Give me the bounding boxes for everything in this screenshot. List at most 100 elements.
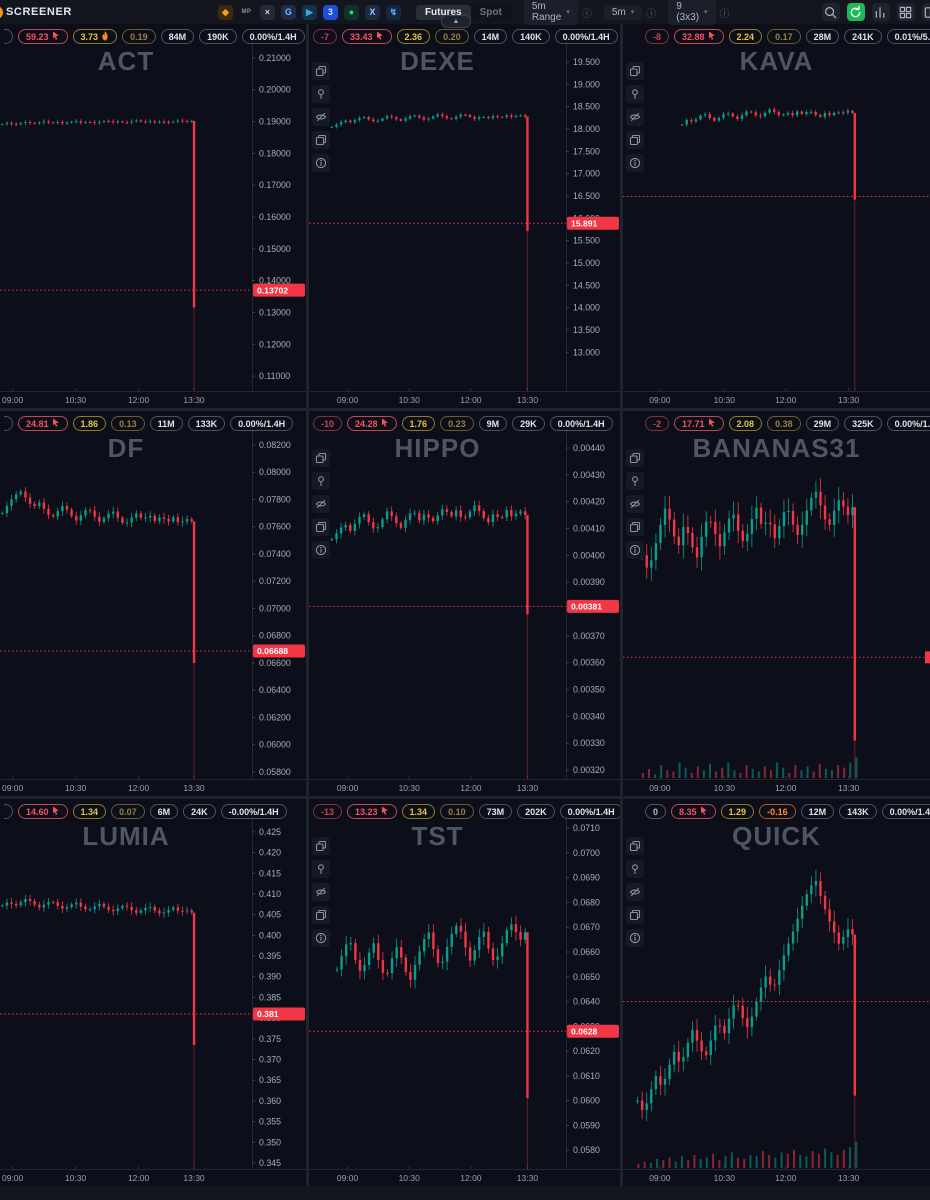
y-axis-label: 0.0640 bbox=[573, 997, 600, 1007]
interval-info-icon[interactable]: ⓘ bbox=[646, 8, 657, 20]
time-label: 12:00 bbox=[775, 1173, 797, 1183]
y-axis-label: 14.500 bbox=[573, 280, 600, 290]
stat-badge: 0.01%/5.4H bbox=[886, 29, 930, 44]
hide-icon[interactable] bbox=[312, 883, 330, 901]
info-icon[interactable] bbox=[312, 541, 330, 559]
telegram-icon[interactable]: ▶ bbox=[301, 4, 317, 20]
time-label: 09:00 bbox=[1, 395, 24, 405]
clone-icon[interactable] bbox=[626, 518, 644, 536]
stat-badge: 2.36 bbox=[396, 29, 431, 44]
layout-select[interactable]: 9 (3x3) ▾ bbox=[668, 0, 716, 25]
hide-icon[interactable] bbox=[626, 108, 644, 126]
copy-icon[interactable] bbox=[312, 449, 330, 467]
interval-select[interactable]: 5m ▾ bbox=[603, 4, 643, 20]
chart-icon[interactable] bbox=[871, 3, 890, 21]
time-axis[interactable]: 09:00 10:30 12:00 13:30 bbox=[623, 1170, 930, 1186]
search-icon[interactable] bbox=[821, 3, 840, 21]
refresh-icon[interactable] bbox=[846, 3, 865, 21]
y-axis-label: 0.00320 bbox=[573, 765, 605, 775]
x-app-icon[interactable]: × bbox=[259, 4, 275, 20]
y-axis-label: 0.05800 bbox=[259, 767, 291, 777]
copy-icon[interactable] bbox=[626, 837, 644, 855]
copy-icon[interactable] bbox=[312, 62, 330, 80]
pin-icon[interactable] bbox=[312, 860, 330, 878]
green-dot-icon[interactable]: ● bbox=[343, 4, 359, 20]
pin-icon[interactable] bbox=[312, 472, 330, 490]
time-axis[interactable]: 09:00 10:30 12:00 13:30 bbox=[0, 780, 306, 796]
price-chart-quick[interactable] bbox=[623, 817, 930, 1170]
panels-icon[interactable] bbox=[921, 3, 930, 21]
layout-info-icon[interactable]: ⓘ bbox=[719, 8, 730, 20]
info-icon[interactable] bbox=[626, 154, 644, 172]
stat-badge: 1.86 bbox=[72, 416, 107, 431]
clone-icon[interactable] bbox=[312, 906, 330, 924]
mp-label[interactable]: MP bbox=[241, 9, 252, 15]
price-chart-df[interactable]: 0.08200 0.08000 0.07800 0.07600 0.07400 0.072… bbox=[0, 429, 306, 780]
price-chart-lumia[interactable]: 0.425 0.420 0.415 0.410 0.405 0.400 0.395 0.390… bbox=[0, 817, 306, 1170]
clone-icon[interactable] bbox=[312, 518, 330, 536]
price-chart-hippo[interactable]: 0.00440 0.00430 0.00420 0.00410 0.00400 0.003… bbox=[309, 429, 620, 780]
pin-icon[interactable] bbox=[312, 85, 330, 103]
clone-icon[interactable] bbox=[626, 906, 644, 924]
info-icon[interactable] bbox=[626, 929, 644, 947]
gold-coin-icon[interactable]: ◆ bbox=[217, 4, 233, 20]
price-chart-tst[interactable]: 0.0710 0.0700 0.0690 0.0680 0.0670 0.0660 0.06… bbox=[309, 817, 620, 1170]
y-axis-label: 0.11000 bbox=[259, 371, 290, 381]
info-icon[interactable] bbox=[312, 929, 330, 947]
y-axis-label: 0.14000 bbox=[259, 276, 291, 286]
pin-icon[interactable] bbox=[626, 85, 644, 103]
y-axis-label: 0.370 bbox=[259, 1055, 281, 1065]
y-axis-label: 0.06400 bbox=[259, 685, 291, 695]
chevron-down-icon: ▾ bbox=[704, 9, 708, 16]
range-select-value: 5m Range bbox=[531, 1, 562, 23]
time-axis[interactable]: 09:00 10:30 12:00 13:30 bbox=[0, 1170, 306, 1186]
stat-badge: 28M bbox=[805, 29, 840, 44]
time-axis[interactable]: 09:00 10:30 12:00 13:30 bbox=[309, 392, 620, 408]
price-chart-act[interactable]: 0.21000 0.20000 0.19000 0.18000 0.17000 0.160… bbox=[0, 42, 306, 392]
cursor-icon bbox=[708, 418, 716, 429]
time-label: 09:00 bbox=[336, 395, 359, 405]
chart-grid: 59.23 3.73 0.19 84M 190K 0.00%/1.4H ACT 0.21000… bbox=[0, 24, 930, 1186]
hide-icon[interactable] bbox=[312, 495, 330, 513]
clone-icon[interactable] bbox=[312, 131, 330, 149]
time-axis[interactable]: 09:00 10:30 12:00 13:30 bbox=[309, 1170, 620, 1186]
y-axis-label: 0.350 bbox=[259, 1137, 281, 1147]
pin-icon[interactable] bbox=[626, 860, 644, 878]
price-chart-dexe[interactable]: 19.500 19.000 18.500 18.000 17.500 17.000 16.5… bbox=[309, 42, 620, 392]
pane-tools bbox=[312, 62, 330, 172]
clone-icon[interactable] bbox=[626, 131, 644, 149]
x-social-icon[interactable]: X bbox=[364, 4, 380, 20]
price-chart-kava[interactable] bbox=[623, 42, 930, 392]
time-axis[interactable]: 09:00 10:30 12:00 13:30 bbox=[0, 392, 306, 408]
stat-badge: 6M bbox=[149, 804, 179, 819]
time-axis[interactable]: 09:00 10:30 12:00 13:30 bbox=[623, 392, 930, 408]
stat-badge: 1.34 bbox=[72, 804, 107, 819]
collapse-toolbar-handle[interactable]: ▲ bbox=[441, 15, 471, 28]
bolt-icon[interactable]: ↯ bbox=[385, 4, 401, 20]
info-icon[interactable] bbox=[626, 541, 644, 559]
hide-icon[interactable] bbox=[626, 883, 644, 901]
stat-badge: -0.00%/1.4H bbox=[220, 804, 287, 819]
price-chart-bananas31[interactable] bbox=[623, 429, 930, 780]
grid-icon[interactable] bbox=[896, 3, 915, 21]
interval-select-value: 5m bbox=[611, 6, 626, 18]
y-axis-label: 0.0680 bbox=[573, 897, 600, 907]
range-info-icon[interactable]: ⓘ bbox=[581, 8, 592, 20]
y-axis-label: 0.410 bbox=[259, 889, 281, 899]
stat-badge: 140K bbox=[512, 29, 550, 44]
blue-3-icon[interactable]: 3 bbox=[322, 4, 338, 20]
time-axis[interactable]: 09:00 10:30 12:00 13:30 bbox=[309, 780, 620, 796]
google-icon[interactable]: G bbox=[280, 4, 296, 20]
copy-icon[interactable] bbox=[312, 837, 330, 855]
time-axis[interactable]: 09:00 10:30 12:00 13:30 bbox=[623, 780, 930, 796]
pin-icon[interactable] bbox=[626, 472, 644, 490]
copy-icon[interactable] bbox=[626, 62, 644, 80]
copy-icon[interactable] bbox=[626, 449, 644, 467]
time-label: 09:00 bbox=[336, 783, 359, 793]
stat-badge: 3.73 bbox=[72, 29, 118, 44]
hide-icon[interactable] bbox=[312, 108, 330, 126]
tab-spot[interactable]: Spot bbox=[479, 6, 502, 18]
hide-icon[interactable] bbox=[626, 495, 644, 513]
range-select[interactable]: 5m Range ▾ bbox=[523, 0, 578, 25]
info-icon[interactable] bbox=[312, 154, 330, 172]
